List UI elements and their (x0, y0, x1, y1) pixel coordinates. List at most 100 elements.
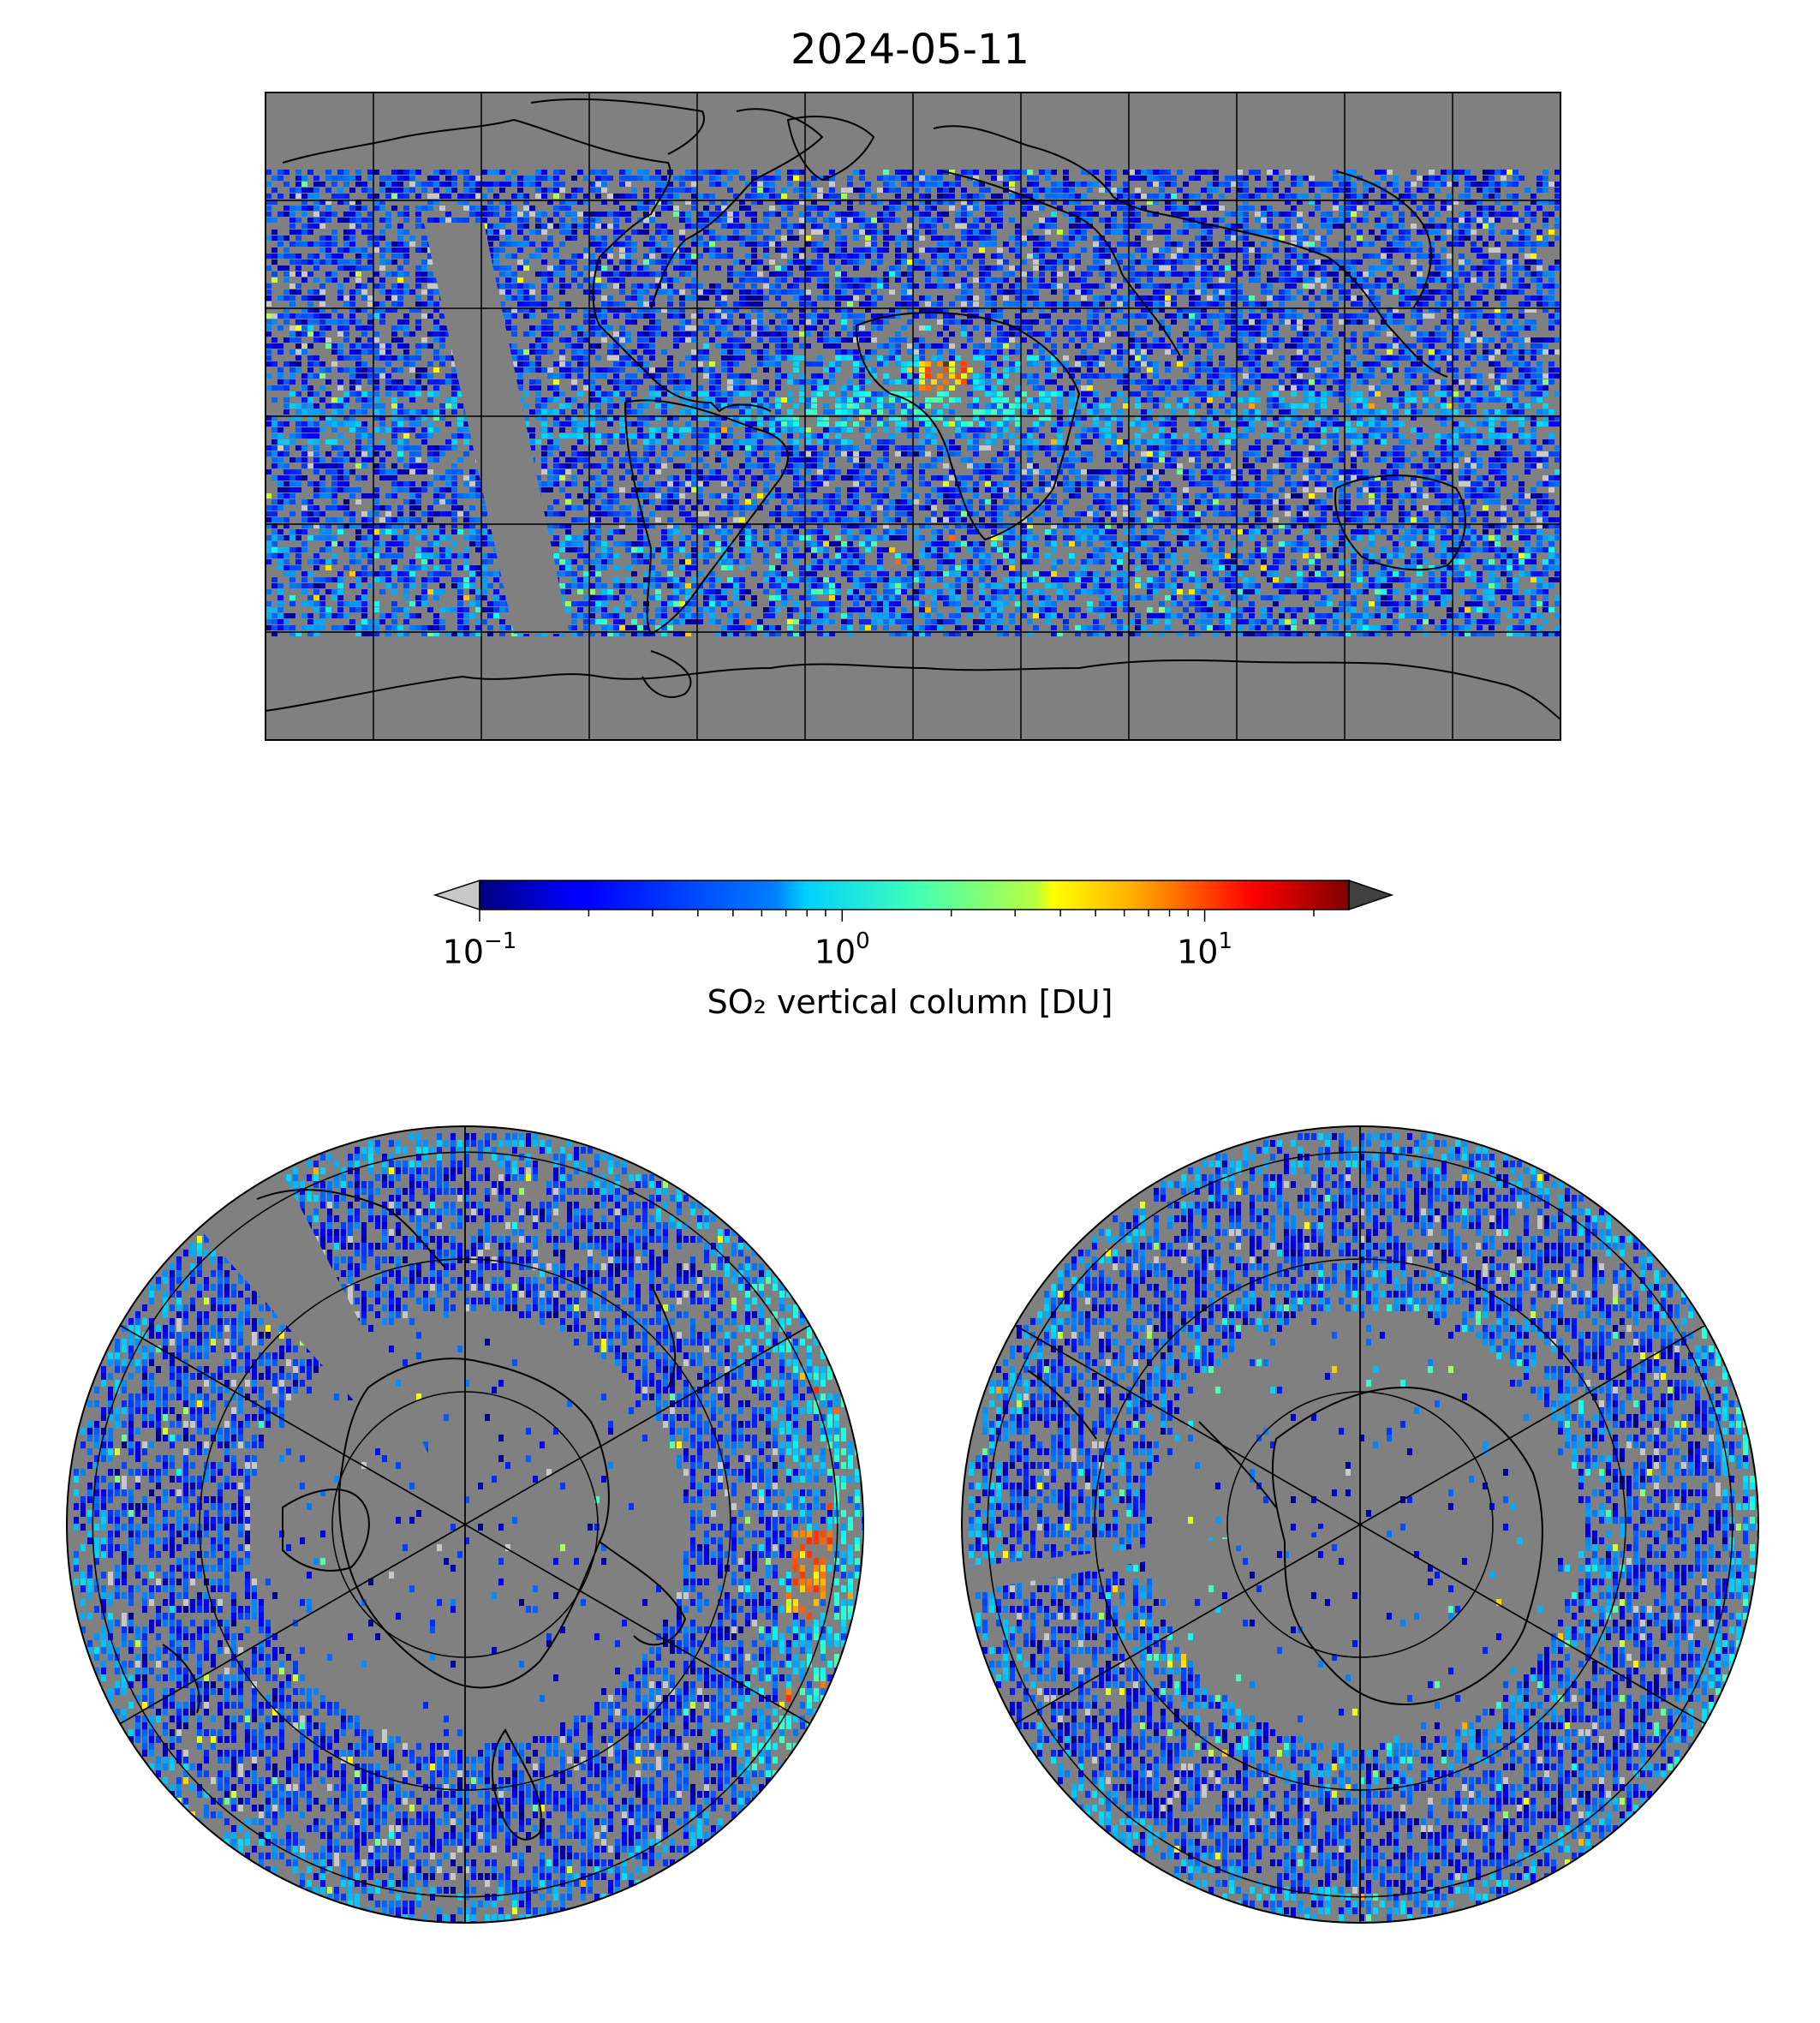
so2-pixel (1057, 260, 1063, 265)
so2-pixel (499, 242, 505, 247)
so2-pixel (391, 248, 397, 253)
so2-pixel (1063, 307, 1069, 313)
so2-pixel (883, 361, 889, 367)
so2-pixel (415, 367, 421, 373)
so2-pixel (1399, 248, 1405, 253)
so2-pixel (619, 230, 625, 235)
so2-pixel (1321, 182, 1327, 187)
so2-pixel (1387, 170, 1393, 175)
so2-pixel (1315, 373, 1321, 379)
so2-pixel (907, 349, 913, 355)
so2-pixel (1465, 170, 1471, 175)
so2-pixel (1459, 331, 1465, 337)
so2-pixel (1135, 170, 1141, 175)
so2-pixel (1057, 319, 1063, 325)
so2-pixel (835, 343, 841, 349)
so2-pixel (1015, 349, 1021, 355)
so2-pixel (739, 325, 745, 331)
so2-pixel (781, 343, 787, 349)
so2-pixel (1291, 283, 1297, 289)
so2-pixel (775, 242, 781, 247)
so2-pixel (763, 182, 769, 187)
so2-pixel (493, 170, 499, 175)
so2-pixel (1554, 349, 1560, 355)
so2-pixel (1501, 206, 1507, 211)
so2-pixel (403, 313, 409, 319)
so2-pixel (649, 355, 655, 361)
so2-pixel (535, 301, 541, 307)
so2-pixel (1387, 367, 1393, 373)
so2-pixel (1548, 301, 1554, 307)
so2-pixel (949, 236, 955, 241)
so2-pixel (1537, 337, 1543, 343)
so2-pixel (589, 218, 595, 223)
so2-pixel (1021, 272, 1027, 277)
so2-pixel (1141, 194, 1147, 199)
so2-pixel (1249, 295, 1255, 301)
so2-pixel (1165, 313, 1171, 319)
so2-pixel (745, 254, 751, 259)
so2-pixel (1543, 349, 1548, 355)
so2-pixel (1507, 212, 1513, 217)
so2-pixel (553, 206, 559, 211)
so2-pixel (799, 254, 805, 259)
so2-pixel (283, 307, 289, 313)
so2-pixel (511, 206, 517, 211)
so2-pixel (751, 242, 757, 247)
so2-pixel (1165, 260, 1171, 265)
so2-pixel (1093, 295, 1099, 301)
so2-pixel (1489, 194, 1495, 199)
so2-pixel (397, 319, 403, 325)
so2-pixel (913, 212, 919, 217)
so2-pixel (895, 254, 901, 259)
so2-pixel (1129, 200, 1135, 205)
so2-pixel (895, 313, 901, 319)
so2-pixel (745, 206, 751, 211)
so2-pixel (343, 236, 349, 241)
so2-pixel (1087, 367, 1093, 373)
so2-pixel (1159, 248, 1165, 253)
so2-pixel (487, 206, 493, 211)
so2-pixel (997, 379, 1003, 385)
so2-pixel (1471, 325, 1477, 331)
so2-pixel (643, 272, 649, 277)
so2-pixel (685, 260, 691, 265)
so2-pixel (595, 283, 601, 289)
so2-pixel (1495, 248, 1501, 253)
so2-pixel (1207, 283, 1213, 289)
so2-pixel (589, 212, 595, 217)
so2-pixel (349, 313, 355, 319)
so2-pixel (535, 188, 541, 193)
so2-pixel (1453, 313, 1459, 319)
so2-pixel (823, 218, 829, 223)
so2-pixel (547, 349, 553, 355)
so2-pixel (595, 212, 601, 217)
so2-pixel (1489, 182, 1495, 187)
so2-pixel (787, 373, 793, 379)
so2-pixel (1153, 283, 1159, 289)
so2-pixel (1075, 182, 1081, 187)
so2-pixel (289, 373, 295, 379)
so2-pixel (1429, 230, 1435, 235)
so2-pixel (397, 236, 403, 241)
so2-pixel (1303, 337, 1309, 343)
so2-pixel (361, 230, 367, 235)
so2-pixel (619, 379, 625, 385)
so2-pixel (1309, 319, 1315, 325)
so2-pixel (643, 301, 649, 307)
so2-pixel (715, 236, 721, 241)
so2-pixel (379, 218, 385, 223)
so2-pixel (1045, 379, 1051, 385)
so2-pixel (1309, 266, 1315, 271)
so2-pixel (1441, 272, 1447, 277)
so2-pixel (1165, 176, 1171, 181)
so2-pixel (991, 212, 997, 217)
so2-pixel (1387, 230, 1393, 235)
so2-pixel (1465, 182, 1471, 187)
so2-pixel (769, 289, 775, 295)
so2-pixel (559, 188, 565, 193)
so2-pixel (433, 170, 439, 175)
so2-pixel (391, 331, 397, 337)
so2-pixel (1303, 319, 1309, 325)
so2-pixel (1483, 218, 1489, 223)
